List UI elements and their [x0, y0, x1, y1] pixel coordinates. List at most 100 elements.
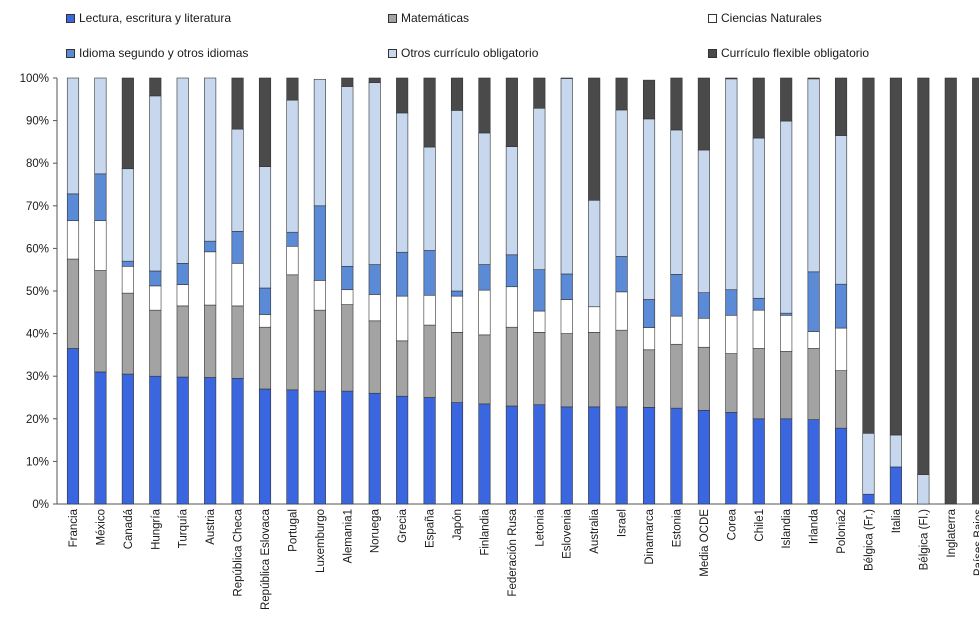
bar-segment — [204, 377, 217, 505]
bar-segment — [862, 77, 875, 434]
bar-segment — [807, 348, 820, 420]
x-tick-label: Finlandia — [479, 508, 491, 555]
bar-segment — [697, 149, 710, 294]
bar-segment — [478, 132, 491, 265]
bar-segment — [149, 95, 162, 272]
y-tick-label: 80% — [26, 158, 49, 170]
bar-segment — [66, 220, 80, 260]
bar-segment — [450, 77, 464, 111]
bar-segment — [121, 292, 134, 375]
bar-segment — [423, 77, 436, 148]
legend-item: Currículo flexible obligatorio — [708, 46, 869, 60]
bar-segment — [780, 77, 793, 122]
x-tick-label: Chile1 — [754, 509, 766, 542]
bar-segment — [917, 474, 930, 505]
bar-segment — [780, 312, 793, 316]
bar-segment — [588, 332, 601, 408]
legend-item: Lectura, escritura y literatura — [66, 11, 231, 25]
bar-segment — [368, 294, 381, 322]
bar-segment — [450, 402, 464, 505]
bar-segment — [313, 390, 326, 505]
x-tick-label: Italia — [891, 508, 903, 533]
bar-segment — [94, 220, 107, 271]
bar-segment — [258, 166, 272, 289]
bar-segment — [450, 290, 464, 297]
bar-segment — [560, 273, 573, 300]
bar-segment — [560, 333, 573, 408]
bar-segment — [286, 77, 299, 101]
x-tick-label: Australia — [589, 508, 601, 553]
bar-segment — [533, 107, 546, 270]
bar-segment — [670, 129, 683, 275]
chart-legend: Lectura, escritura y literatura Matemátic… — [0, 0, 979, 70]
bar-segment — [149, 77, 162, 97]
y-tick-label: 50% — [26, 286, 49, 298]
bar-segment — [368, 82, 381, 265]
x-tick-label: Japón — [452, 509, 464, 540]
x-tick-label: España — [425, 508, 437, 548]
bar-segment — [834, 370, 848, 429]
bar-segment — [807, 419, 820, 505]
x-tick-label: Irlanda — [809, 508, 821, 544]
bar-segment — [204, 251, 217, 306]
bar-segment — [670, 77, 683, 131]
bar-segment — [560, 406, 573, 505]
legend-label: Matemáticas — [401, 11, 470, 25]
bar-segment — [258, 314, 272, 328]
y-tick-label: 90% — [26, 116, 49, 128]
y-tick-label: 100% — [20, 73, 49, 85]
x-tick-label: Austria — [205, 508, 217, 544]
bar-segment — [66, 258, 80, 349]
bar-segment — [560, 78, 573, 275]
bar-segment — [341, 77, 354, 87]
bar-segment — [149, 375, 162, 505]
legend-item: Otros currículo obligatorio — [388, 46, 538, 60]
bar-segment — [176, 284, 189, 307]
x-tick-label: República Checa — [233, 508, 245, 596]
x-tick-label: Letonia — [534, 508, 546, 546]
bar-segment — [478, 334, 491, 405]
bar-segment — [505, 326, 518, 407]
x-tick-label: Bélgica (Fr.) — [863, 509, 875, 571]
bar-segment — [423, 294, 436, 326]
bar-segment — [149, 270, 162, 287]
bar-segment — [642, 299, 656, 328]
bar-segment — [780, 120, 793, 314]
bar-segment — [176, 77, 189, 264]
legend-label: Lectura, escritura y literatura — [79, 11, 232, 25]
bar-segment — [780, 351, 793, 420]
bar-segment — [670, 343, 683, 409]
bar-segment — [121, 265, 134, 294]
bar-segment — [615, 329, 628, 408]
x-tick-label: Turquía — [178, 508, 190, 548]
x-tick-label: México — [95, 509, 107, 545]
bar-segment — [972, 77, 979, 505]
bar-segment — [423, 324, 436, 398]
bar-segment — [862, 432, 875, 495]
bar-segment — [725, 314, 738, 354]
legend-swatch — [388, 13, 397, 23]
bar-segment — [588, 199, 601, 308]
bar-segment — [752, 309, 765, 349]
legend-swatch — [66, 13, 75, 23]
legend-label: Otros currículo obligatorio — [401, 46, 539, 60]
y-tick-label: 30% — [26, 371, 49, 383]
legend-item: Ciencias Naturales — [708, 11, 822, 25]
x-tick-label: Alemania1 — [342, 509, 354, 563]
bar-segment — [752, 297, 765, 311]
bar-segment — [396, 395, 409, 505]
y-tick-label: 10% — [26, 456, 49, 468]
x-tick-label: Grecia — [397, 508, 409, 542]
bar-segment — [204, 240, 217, 253]
bar-segment — [780, 314, 793, 352]
bar-segment — [341, 86, 354, 267]
bar-segment — [66, 348, 80, 505]
bar-segment — [697, 409, 710, 505]
bar-segment — [423, 397, 436, 505]
bar-segment — [313, 280, 326, 311]
bar-segment — [368, 77, 381, 83]
bar-segment — [258, 326, 272, 390]
y-tick-label: 70% — [26, 201, 49, 213]
bar-segment — [231, 263, 244, 307]
bar-segment — [231, 231, 244, 264]
